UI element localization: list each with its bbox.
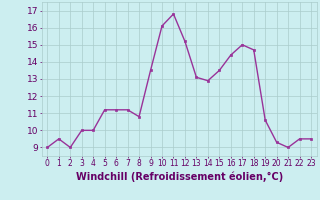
X-axis label: Windchill (Refroidissement éolien,°C): Windchill (Refroidissement éolien,°C) xyxy=(76,171,283,182)
